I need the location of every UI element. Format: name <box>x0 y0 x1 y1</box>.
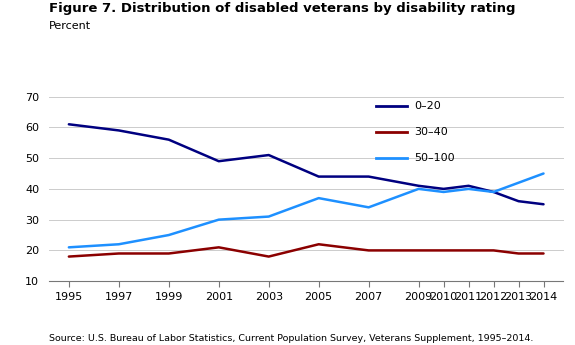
Text: Percent: Percent <box>49 21 91 31</box>
Text: 30–40: 30–40 <box>414 127 448 137</box>
Text: 50–100: 50–100 <box>414 152 455 162</box>
Text: 0–20: 0–20 <box>414 101 441 111</box>
Text: Figure 7. Distribution of disabled veterans by disability rating: Figure 7. Distribution of disabled veter… <box>49 2 515 15</box>
Text: Source: U.S. Bureau of Labor Statistics, Current Population Survey, Veterans Sup: Source: U.S. Bureau of Labor Statistics,… <box>49 334 533 343</box>
